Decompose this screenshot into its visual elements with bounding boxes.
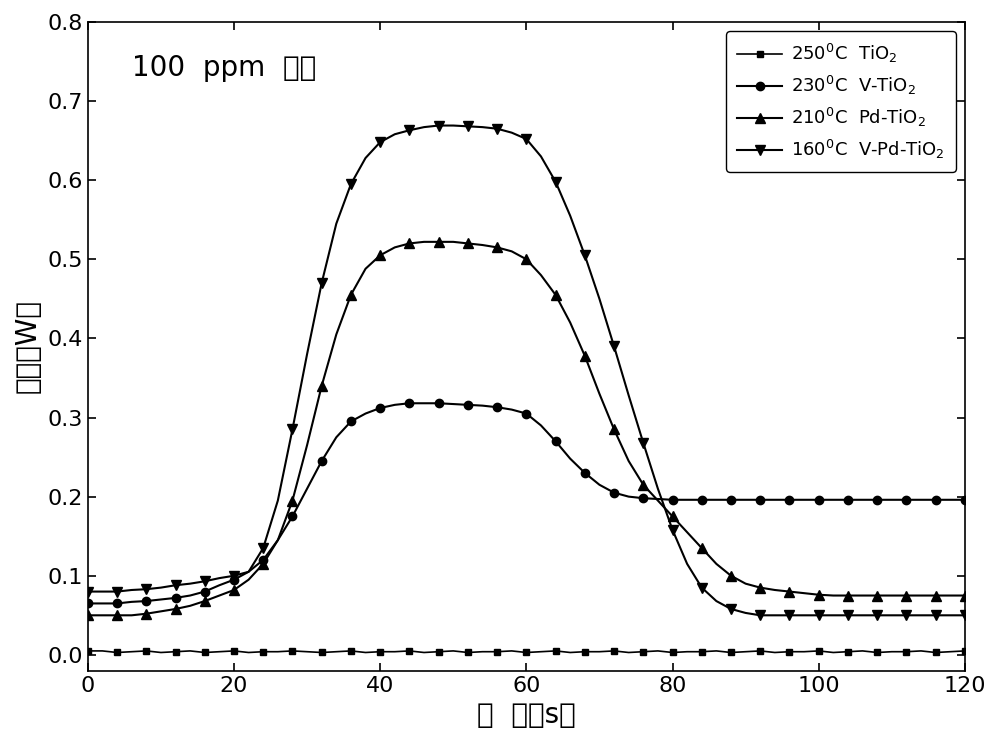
230$^0$C  V-TiO$_2$ <box>857 496 869 504</box>
210$^0$C  Pd-TiO$_2$ <box>959 591 971 600</box>
210$^0$C  Pd-TiO$_2$ <box>623 456 635 465</box>
Line: 250$^0$C  TiO$_2$: 250$^0$C TiO$_2$ <box>84 647 968 656</box>
230$^0$C  V-TiO$_2$ <box>564 454 576 463</box>
250$^0$C  TiO$_2$ <box>623 648 635 657</box>
250$^0$C  TiO$_2$ <box>111 648 123 657</box>
230$^0$C  V-TiO$_2$ <box>257 556 269 565</box>
160$^0$C  V-Pd-TiO$_2$ <box>433 121 445 130</box>
250$^0$C  TiO$_2$ <box>403 646 415 655</box>
160$^0$C  V-Pd-TiO$_2$ <box>754 611 766 620</box>
210$^0$C  Pd-TiO$_2$ <box>418 238 430 247</box>
210$^0$C  Pd-TiO$_2$ <box>82 611 94 620</box>
160$^0$C  V-Pd-TiO$_2$ <box>959 611 971 620</box>
Line: 210$^0$C  Pd-TiO$_2$: 210$^0$C Pd-TiO$_2$ <box>83 237 970 620</box>
210$^0$C  Pd-TiO$_2$ <box>257 559 269 568</box>
160$^0$C  V-Pd-TiO$_2$ <box>82 587 94 596</box>
210$^0$C  Pd-TiO$_2$ <box>857 591 869 600</box>
250$^0$C  TiO$_2$ <box>959 646 971 655</box>
210$^0$C  Pd-TiO$_2$ <box>564 318 576 327</box>
230$^0$C  V-TiO$_2$ <box>403 399 415 408</box>
210$^0$C  Pd-TiO$_2$ <box>389 243 401 252</box>
250$^0$C  TiO$_2$ <box>272 647 284 656</box>
250$^0$C  TiO$_2$ <box>301 647 313 656</box>
X-axis label: 时  间（s）: 时 间（s） <box>477 701 576 729</box>
Legend: 250$^0$C  TiO$_2$, 230$^0$C  V-TiO$_2$, 210$^0$C  Pd-TiO$_2$, 160$^0$C  V-Pd-TiO: 250$^0$C TiO$_2$, 230$^0$C V-TiO$_2$, 21… <box>726 31 956 172</box>
160$^0$C  V-Pd-TiO$_2$ <box>871 611 883 620</box>
Line: 160$^0$C  V-Pd-TiO$_2$: 160$^0$C V-Pd-TiO$_2$ <box>83 120 970 620</box>
250$^0$C  TiO$_2$ <box>82 646 94 655</box>
160$^0$C  V-Pd-TiO$_2$ <box>623 391 635 400</box>
230$^0$C  V-TiO$_2$ <box>389 400 401 409</box>
Text: 100  ppm  氯苯: 100 ppm 氯苯 <box>132 54 316 82</box>
Y-axis label: 功率（W）: 功率（W） <box>14 299 42 393</box>
160$^0$C  V-Pd-TiO$_2$ <box>257 544 269 553</box>
230$^0$C  V-TiO$_2$ <box>959 496 971 504</box>
230$^0$C  V-TiO$_2$ <box>623 492 635 501</box>
160$^0$C  V-Pd-TiO$_2$ <box>389 130 401 139</box>
230$^0$C  V-TiO$_2$ <box>286 512 298 521</box>
Line: 230$^0$C  V-TiO$_2$: 230$^0$C V-TiO$_2$ <box>84 399 969 608</box>
230$^0$C  V-TiO$_2$ <box>82 599 94 608</box>
160$^0$C  V-Pd-TiO$_2$ <box>564 211 576 220</box>
250$^0$C  TiO$_2$ <box>857 646 869 655</box>
210$^0$C  Pd-TiO$_2$ <box>286 496 298 505</box>
250$^0$C  TiO$_2$ <box>564 648 576 657</box>
160$^0$C  V-Pd-TiO$_2$ <box>286 425 298 434</box>
